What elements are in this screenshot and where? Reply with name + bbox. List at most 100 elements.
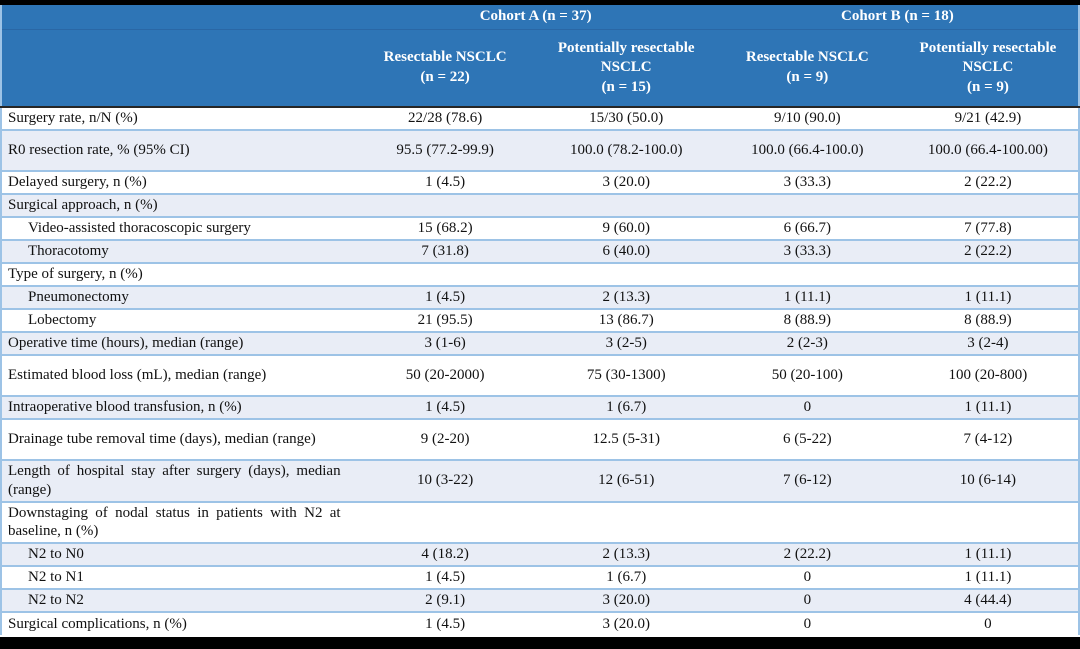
surgical-outcomes-table: Cohort A (n = 37) Cohort B (n = 18) Rese… (0, 5, 1080, 635)
table-cell: 1 (6.7) (606, 569, 647, 586)
table-cell: 6 (5-22) (782, 431, 832, 448)
row-label: Surgery rate, n/N (%) (8, 110, 138, 127)
table-cell: 13 (86.7) (598, 312, 654, 329)
row-label: Drainage tube removal time (days), media… (8, 431, 316, 448)
table-cell: 95.5 (77.2-99.9) (396, 142, 494, 159)
table-cell: 15 (68.2) (417, 220, 473, 237)
table-cell: 10 (3-22) (417, 472, 474, 489)
table-cell: 9/10 (90.0) (773, 110, 841, 127)
table-cell: 3 (20.0) (602, 174, 650, 191)
table-cell (355, 263, 536, 286)
table-cell: 0 (803, 592, 812, 609)
table-cell: 0 (803, 569, 812, 586)
row-label: Surgical complications, n (%) (8, 615, 187, 632)
table-row: Downstaging of nodal status in patients … (1, 502, 1079, 544)
column-header-potentially-resectable-b: Potentially resectable NSCLC (n = 9) (897, 29, 1079, 107)
table-cell: 1 (11.1) (964, 399, 1012, 416)
table-cell: 75 (30-1300) (586, 367, 666, 384)
table-row: N2 to N0 4 (18.2) 2 (13.3) 2 (22.2) 1 (11.1) (1, 543, 1079, 566)
column-header-resectable-b: Resectable NSCLC (n = 9) (716, 29, 898, 107)
table-cell: 1 (11.1) (783, 289, 831, 306)
table-cell: 3 (1-6) (424, 335, 466, 352)
table-cell: 6 (66.7) (783, 220, 832, 237)
table-cell: 100.0 (66.4-100.00) (927, 142, 1048, 159)
table-row: Surgical complications, n (%) 1 (4.5) 3 (2… (1, 612, 1079, 635)
row-label: R0 resection rate, % (95% CI) (8, 142, 190, 159)
table-row: N2 to N2 2 (9.1) 3 (20.0) 0 4 (44.4) (1, 589, 1079, 612)
table-cell: 12 (6-51) (598, 472, 655, 489)
table-cell: 15/30 (50.0) (589, 110, 664, 127)
table-cell (717, 502, 898, 544)
table-row: Operative time (hours), median (range) 3 … (1, 332, 1079, 355)
table-row: Intraoperative blood transfusion, n (%) 1… (1, 396, 1079, 419)
table-cell: 3 (20.0) (602, 592, 650, 609)
table-cell: 0 (803, 399, 812, 416)
table-cell: 7 (6-12) (782, 472, 832, 489)
table-cell (717, 194, 898, 217)
table-cell: 1 (11.1) (964, 569, 1012, 586)
column-title: Resectable NSCLC (383, 49, 507, 66)
table-cell: 9/21 (42.9) (954, 110, 1022, 127)
table-cell: 7 (31.8) (421, 243, 469, 260)
table-cell: 4 (18.2) (421, 546, 469, 563)
table-cell: 50 (20-2000) (405, 367, 485, 384)
row-label: Downstaging of nodal status in patients … (8, 504, 341, 540)
column-header-row: Resectable NSCLC (n = 22) Potentially re… (1, 29, 1079, 107)
table-cell: 9 (2-20) (420, 431, 470, 448)
row-label: Type of surgery, n (%) (8, 266, 143, 283)
table-row: Length of hospital stay after surgery (d… (1, 460, 1079, 502)
table-cell: 100 (20-800) (948, 367, 1028, 384)
row-label: N2 to N1 (28, 569, 84, 586)
table-cell (898, 263, 1079, 286)
table-cell: 2 (22.2) (964, 174, 1012, 191)
table-cell: 1 (4.5) (425, 569, 466, 586)
row-label: Lobectomy (28, 312, 97, 329)
table-row: N2 to N1 1 (4.5) 1 (6.7) 0 1 (11.1) (1, 566, 1079, 589)
table-row: Surgery rate, n/N (%) 22/28 (78.6) 15/30 (… (1, 107, 1079, 130)
table-row: Thoracotomy 7 (31.8) 6 (40.0) 3 (33.3) 2 (22… (1, 240, 1079, 263)
table-cell (536, 194, 717, 217)
table-cell: 8 (88.9) (783, 312, 832, 329)
table-cell: 1 (6.7) (606, 399, 647, 416)
table-cell: 7 (4-12) (963, 431, 1013, 448)
table-cell (898, 502, 1079, 544)
table-cell (898, 194, 1079, 217)
table-cell: 3 (33.3) (783, 174, 832, 191)
header-corner-cell (1, 29, 355, 107)
column-n: (n = 9) (786, 68, 829, 85)
table-cell: 6 (40.0) (602, 243, 650, 260)
table-body: Surgery rate, n/N (%) 22/28 (78.6) 15/30 (… (1, 107, 1079, 635)
row-label: Estimated blood loss (mL), median (range… (8, 367, 267, 384)
table-cell: 9 (60.0) (602, 220, 650, 237)
cohort-a-header: Cohort A (n = 37) (354, 5, 717, 30)
column-title: Potentially resectable NSCLC (919, 39, 1057, 76)
table-cell: 4 (44.4) (964, 592, 1012, 609)
table-row: Delayed surgery, n (%) 1 (4.5) 3 (20.0) 3 (… (1, 171, 1079, 194)
top-border-bar (0, 0, 1080, 5)
column-n: (n = 15) (601, 78, 651, 95)
row-label: Intraoperative blood transfusion, n (%) (8, 399, 242, 416)
column-title: Potentially resectable NSCLC (557, 39, 695, 76)
table-cell (536, 263, 717, 286)
row-label: Surgical approach, n (%) (8, 197, 158, 214)
table-cell: 3 (20.0) (602, 615, 650, 632)
table-cell (536, 502, 717, 544)
table-cell (355, 502, 536, 544)
table-cell: 2 (13.3) (602, 546, 650, 563)
table-cell: 12.5 (5-31) (592, 431, 660, 448)
table-cell: 2 (9.1) (425, 592, 466, 609)
table-cell: 1 (4.5) (425, 399, 466, 416)
table-cell: 1 (4.5) (425, 174, 466, 191)
table-header: Cohort A (n = 37) Cohort B (n = 18) Rese… (1, 5, 1079, 107)
row-label: Video-assisted thoracoscopic surgery (28, 220, 251, 237)
table-row: Estimated blood loss (mL), median (range… (1, 355, 1079, 396)
table-cell: 3 (2-4) (967, 335, 1009, 352)
table-cell: 2 (13.3) (602, 289, 650, 306)
table-row: Pneumonectomy 1 (4.5) 2 (13.3) 1 (11.1) 1 (1… (1, 286, 1079, 309)
table-row: Type of surgery, n (%) (1, 263, 1079, 286)
table-row: Drainage tube removal time (days), media… (1, 419, 1079, 460)
table-row: Surgical approach, n (%) (1, 194, 1079, 217)
cohort-header-row: Cohort A (n = 37) Cohort B (n = 18) (1, 5, 1079, 30)
column-header-potentially-resectable-a: Potentially resectable NSCLC (n = 15) (535, 29, 717, 107)
